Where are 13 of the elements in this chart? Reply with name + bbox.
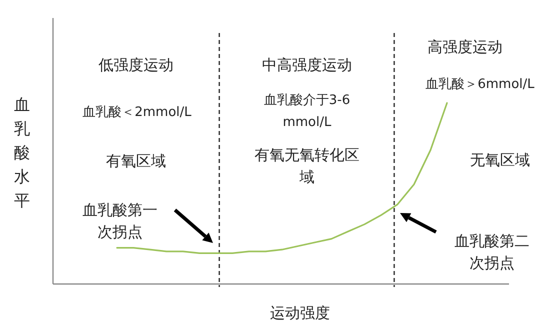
annotation: 血乳酸介于3-6 mmol/L xyxy=(264,93,350,130)
annotation: 血乳酸第一次拐点 xyxy=(82,201,158,241)
annotation: 血乳酸第二次拐点 xyxy=(454,232,530,272)
x-axis-title: 运动强度 xyxy=(270,304,330,322)
y-axis-title: 血乳酸水平 xyxy=(14,95,30,210)
text: 无氧区域 xyxy=(470,151,530,169)
text: 高强度运动 xyxy=(428,38,502,56)
annotation: 有氧无氧转化区域 xyxy=(254,146,360,186)
annotation: 血乳酸＜2mmol/L xyxy=(82,105,192,120)
text: 中高强度运动 xyxy=(262,56,352,74)
text: 低强度运动 xyxy=(98,56,174,74)
annotation: 有氧区域 xyxy=(106,152,166,170)
text: 血乳酸＞6mmol/L xyxy=(426,77,536,92)
